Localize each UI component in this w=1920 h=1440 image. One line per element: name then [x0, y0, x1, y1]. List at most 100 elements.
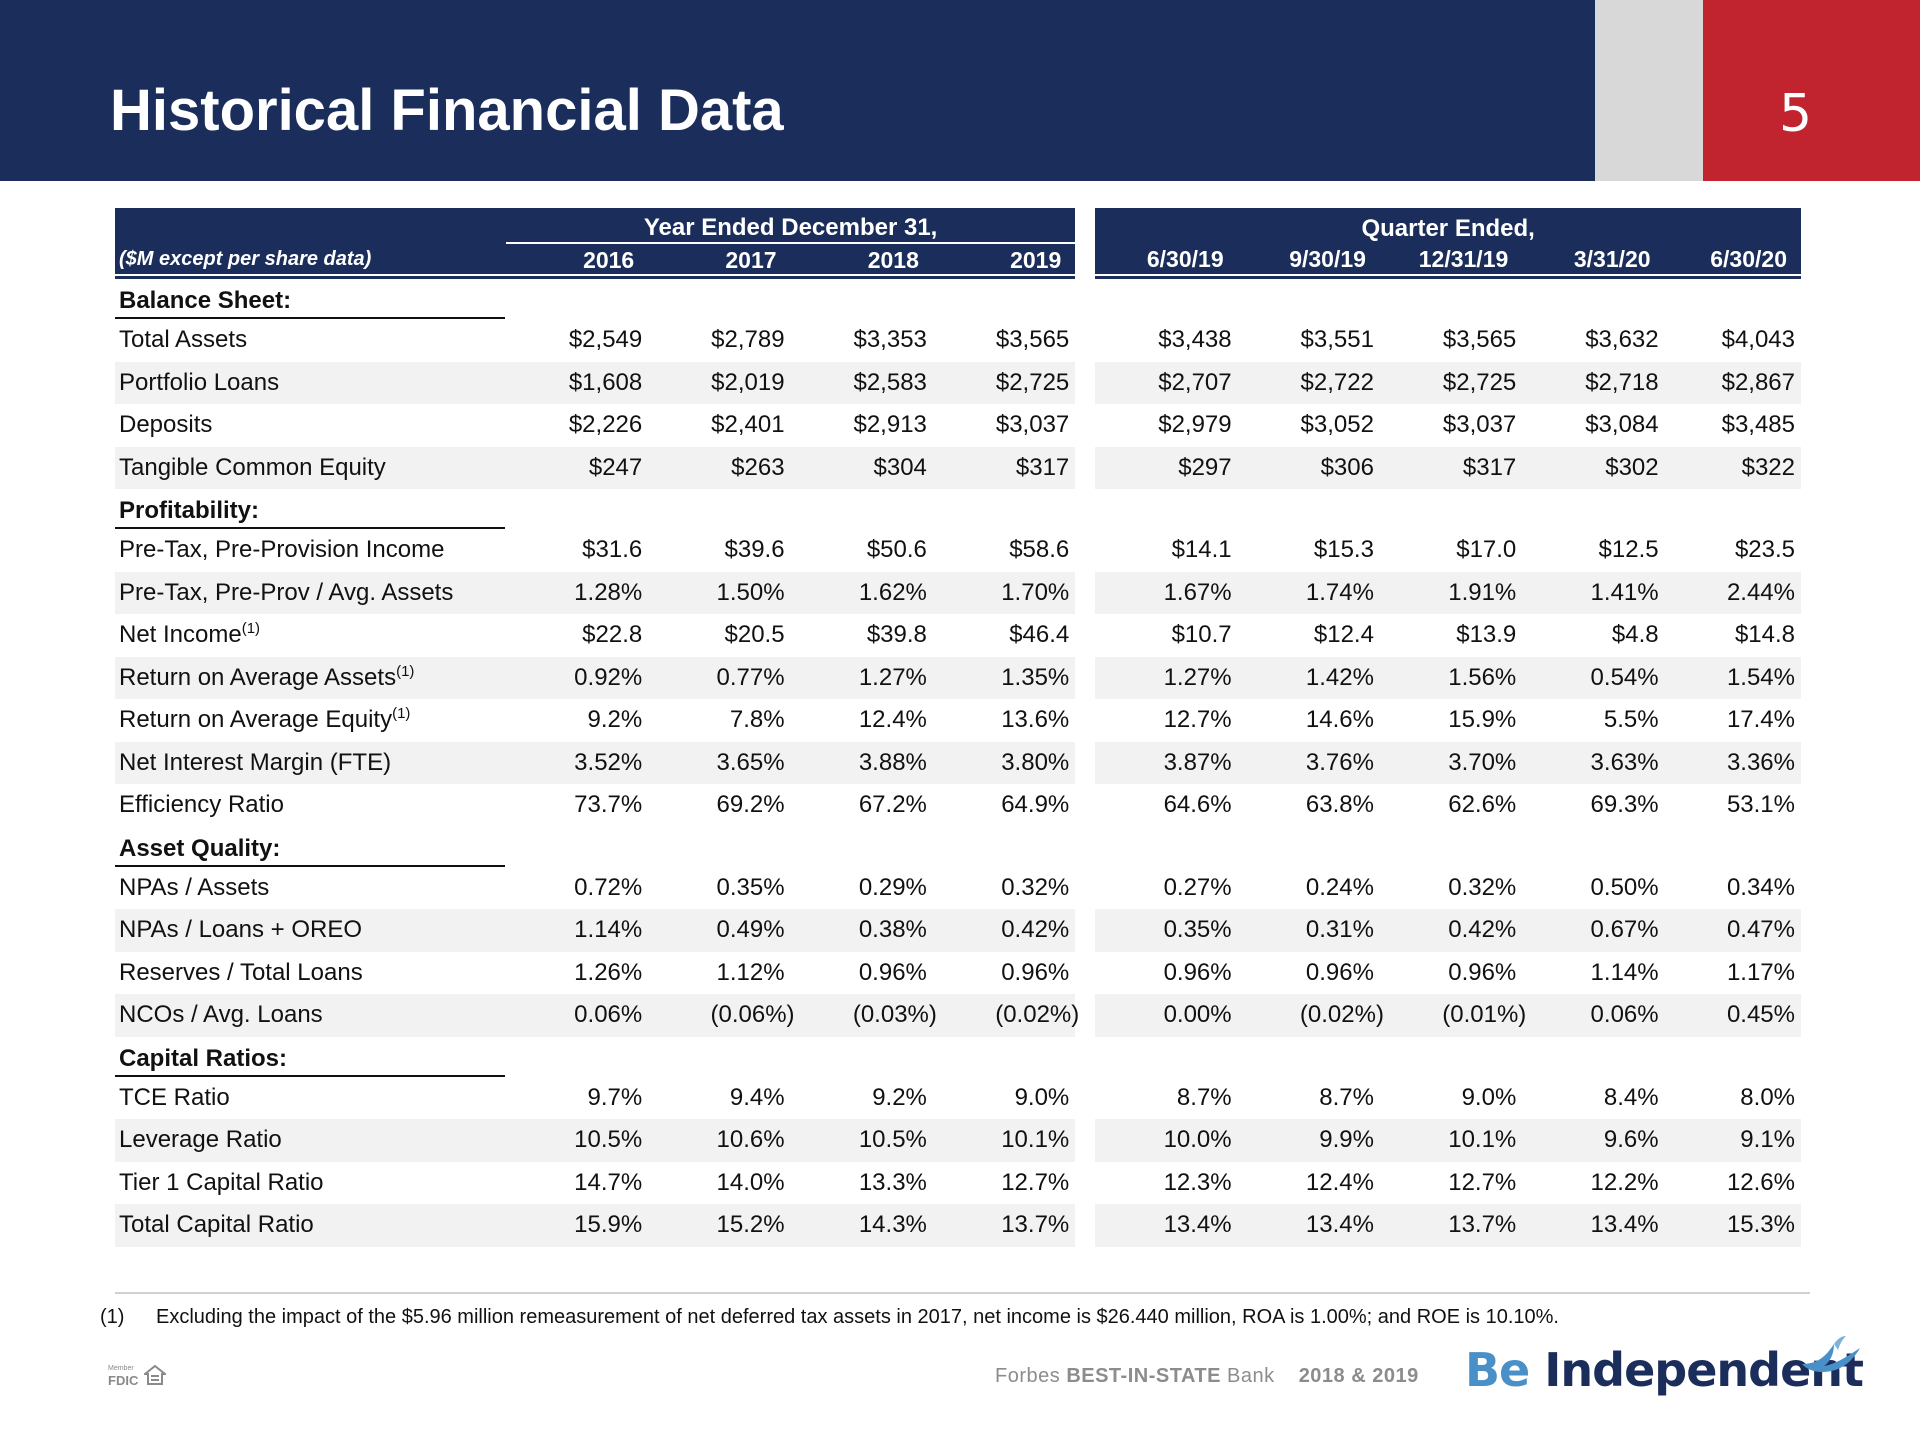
page-number: 5 — [1779, 84, 1813, 144]
table-cell: $2,979 — [1095, 404, 1237, 447]
cell-value: 1.28% — [574, 578, 643, 606]
cell-value: 1.91% — [1448, 578, 1517, 606]
table-cell: 1.42% — [1237, 656, 1380, 699]
table-cell: 14.3% — [790, 1204, 933, 1247]
table-cell: 8.0% — [1665, 1077, 1801, 1120]
cell-value: 3.70% — [1448, 748, 1517, 776]
row-label-cell: Return on Average Equity(1) — [115, 699, 506, 742]
cell-value: 0.42% — [1001, 916, 1070, 944]
table-cell: 0.50% — [1522, 867, 1664, 910]
fdic-label: FDIC — [108, 1373, 139, 1388]
table-cell: 1.62% — [790, 571, 933, 614]
table-row: Efficiency Ratio 73.7% 69.2% 67.2% 64.9% 64.6… — [115, 784, 1801, 827]
table-cell: $306 — [1237, 446, 1380, 489]
table-row: NPAs / Assets 0.72% 0.35% 0.29% 0.32% 0.27% 0.… — [115, 866, 1801, 910]
table-cell: 3.36% — [1664, 741, 1801, 784]
table-cell: $13.9 — [1380, 614, 1522, 657]
table-row: Pre-Tax, Pre-Provision Income $31.6 $39.6 $… — [115, 529, 1801, 572]
column-gap — [1075, 741, 1096, 784]
cell-value: $2,725 — [995, 368, 1070, 396]
cell-value: 12.7% — [1001, 1168, 1070, 1196]
cell-value: 13.4% — [1305, 1211, 1374, 1239]
cell-value: 0.49% — [716, 916, 785, 944]
table-cell: 13.4% — [1237, 1204, 1380, 1247]
cell-value: $2,401 — [711, 411, 785, 439]
table-cell: $2,725 — [1379, 361, 1523, 404]
row-label: Total Capital Ratio — [119, 1211, 314, 1239]
header-grey-block — [1595, 0, 1703, 181]
table-cell: $297 — [1095, 446, 1238, 489]
cell-value: 13.7% — [1448, 1211, 1517, 1239]
cell-value: 1.50% — [716, 578, 785, 606]
cell-value: 63.8% — [1305, 791, 1374, 819]
table-cell: 3.63% — [1522, 741, 1665, 784]
table-cell: 15.3% — [1664, 1204, 1801, 1247]
cell-value: $14.1 — [1171, 536, 1232, 564]
cell-value: 1.14% — [574, 916, 643, 944]
column-gap — [1075, 866, 1096, 909]
table-cell: 13.7% — [1379, 1204, 1523, 1247]
row-label-cell: Net Interest Margin (FTE) — [115, 741, 506, 784]
cell-value: 1.27% — [1163, 663, 1232, 691]
column-gap — [1075, 614, 1096, 657]
forbes-suffix: Bank — [1227, 1365, 1275, 1387]
table-cell: $58.6 — [933, 529, 1075, 572]
table-cell: 12.6% — [1665, 1162, 1801, 1205]
section-header-row: Asset Quality: — [115, 827, 1801, 867]
cell-value: $4.8 — [1611, 621, 1659, 649]
table-cell: 0.77% — [648, 656, 791, 699]
cell-value: $2,718 — [1585, 368, 1659, 396]
cell-value: 9.9% — [1319, 1126, 1374, 1154]
table-cell: $2,226 — [506, 404, 648, 447]
cell-value: 10.5% — [574, 1126, 643, 1154]
table-cell: 0.72% — [506, 867, 648, 910]
table-cell: 1.70% — [932, 571, 1076, 614]
cell-value: 13.6% — [1001, 706, 1070, 734]
table-cell: (0.02%) — [1237, 994, 1384, 1037]
table-cell: 0.49% — [648, 909, 791, 952]
row-label-cell: NPAs / Loans + OREO — [115, 909, 506, 952]
table-cell: $1,608 — [505, 361, 649, 404]
cell-value: 64.9% — [1001, 791, 1070, 819]
cell-value: $2,722 — [1300, 368, 1374, 396]
table-cell: $22.8 — [506, 614, 648, 657]
cell-value: 9.7% — [587, 1083, 643, 1111]
table-cell: 3.65% — [648, 741, 791, 784]
table-cell: 0.27% — [1095, 867, 1237, 910]
cell-value: 1.26% — [574, 958, 643, 986]
table-cell: 8.4% — [1522, 1077, 1664, 1120]
table-cell: 10.1% — [932, 1119, 1076, 1162]
cell-value: $302 — [1605, 453, 1659, 481]
cell-value: $2,979 — [1158, 411, 1232, 439]
cell-value: 3.80% — [1001, 748, 1070, 776]
footnote-divider — [115, 1292, 1810, 1294]
cell-value: $22.8 — [582, 621, 643, 649]
table-cell: $3,632 — [1522, 319, 1664, 362]
forbes-award: Forbes BEST-IN-STATE Bank 2018 & 2019 — [995, 1365, 1419, 1388]
quarter-column-header: 6/30/19 — [1095, 243, 1238, 279]
table-cell: 9.4% — [648, 1077, 790, 1120]
quarter-column-header: 9/30/19 — [1237, 243, 1380, 279]
table-row: Return on Average Equity(1) 9.2% 7.8% 12.4%… — [115, 699, 1801, 742]
table-cell: (0.02%) — [932, 994, 1079, 1037]
cell-value: 0.35% — [716, 873, 785, 901]
row-label: Pre-Tax, Pre-Prov / Avg. Assets — [119, 578, 454, 606]
row-label: Return on Average Assets — [119, 663, 397, 691]
table-cell: $23.5 — [1665, 529, 1801, 572]
table-cell: 1.74% — [1237, 571, 1380, 614]
cell-value: 12.3% — [1163, 1168, 1232, 1196]
cell-value: 67.2% — [858, 791, 927, 819]
row-label: Pre-Tax, Pre-Provision Income — [119, 536, 445, 564]
row-label: Total Assets — [119, 326, 248, 354]
table-cell: 2.44% — [1664, 571, 1801, 614]
cell-value: 7.8% — [729, 706, 785, 734]
table-cell: 53.1% — [1665, 784, 1801, 827]
cell-value: $39.8 — [866, 621, 927, 649]
table-cell: 0.38% — [790, 909, 933, 952]
cell-value: 10.6% — [716, 1126, 785, 1154]
table-cell: $14.1 — [1095, 529, 1237, 572]
cell-value: $3,052 — [1300, 411, 1374, 439]
row-label-cell: Total Capital Ratio — [115, 1204, 506, 1247]
cell-value: 0.32% — [1001, 873, 1070, 901]
cell-value: 0.54% — [1590, 663, 1659, 691]
